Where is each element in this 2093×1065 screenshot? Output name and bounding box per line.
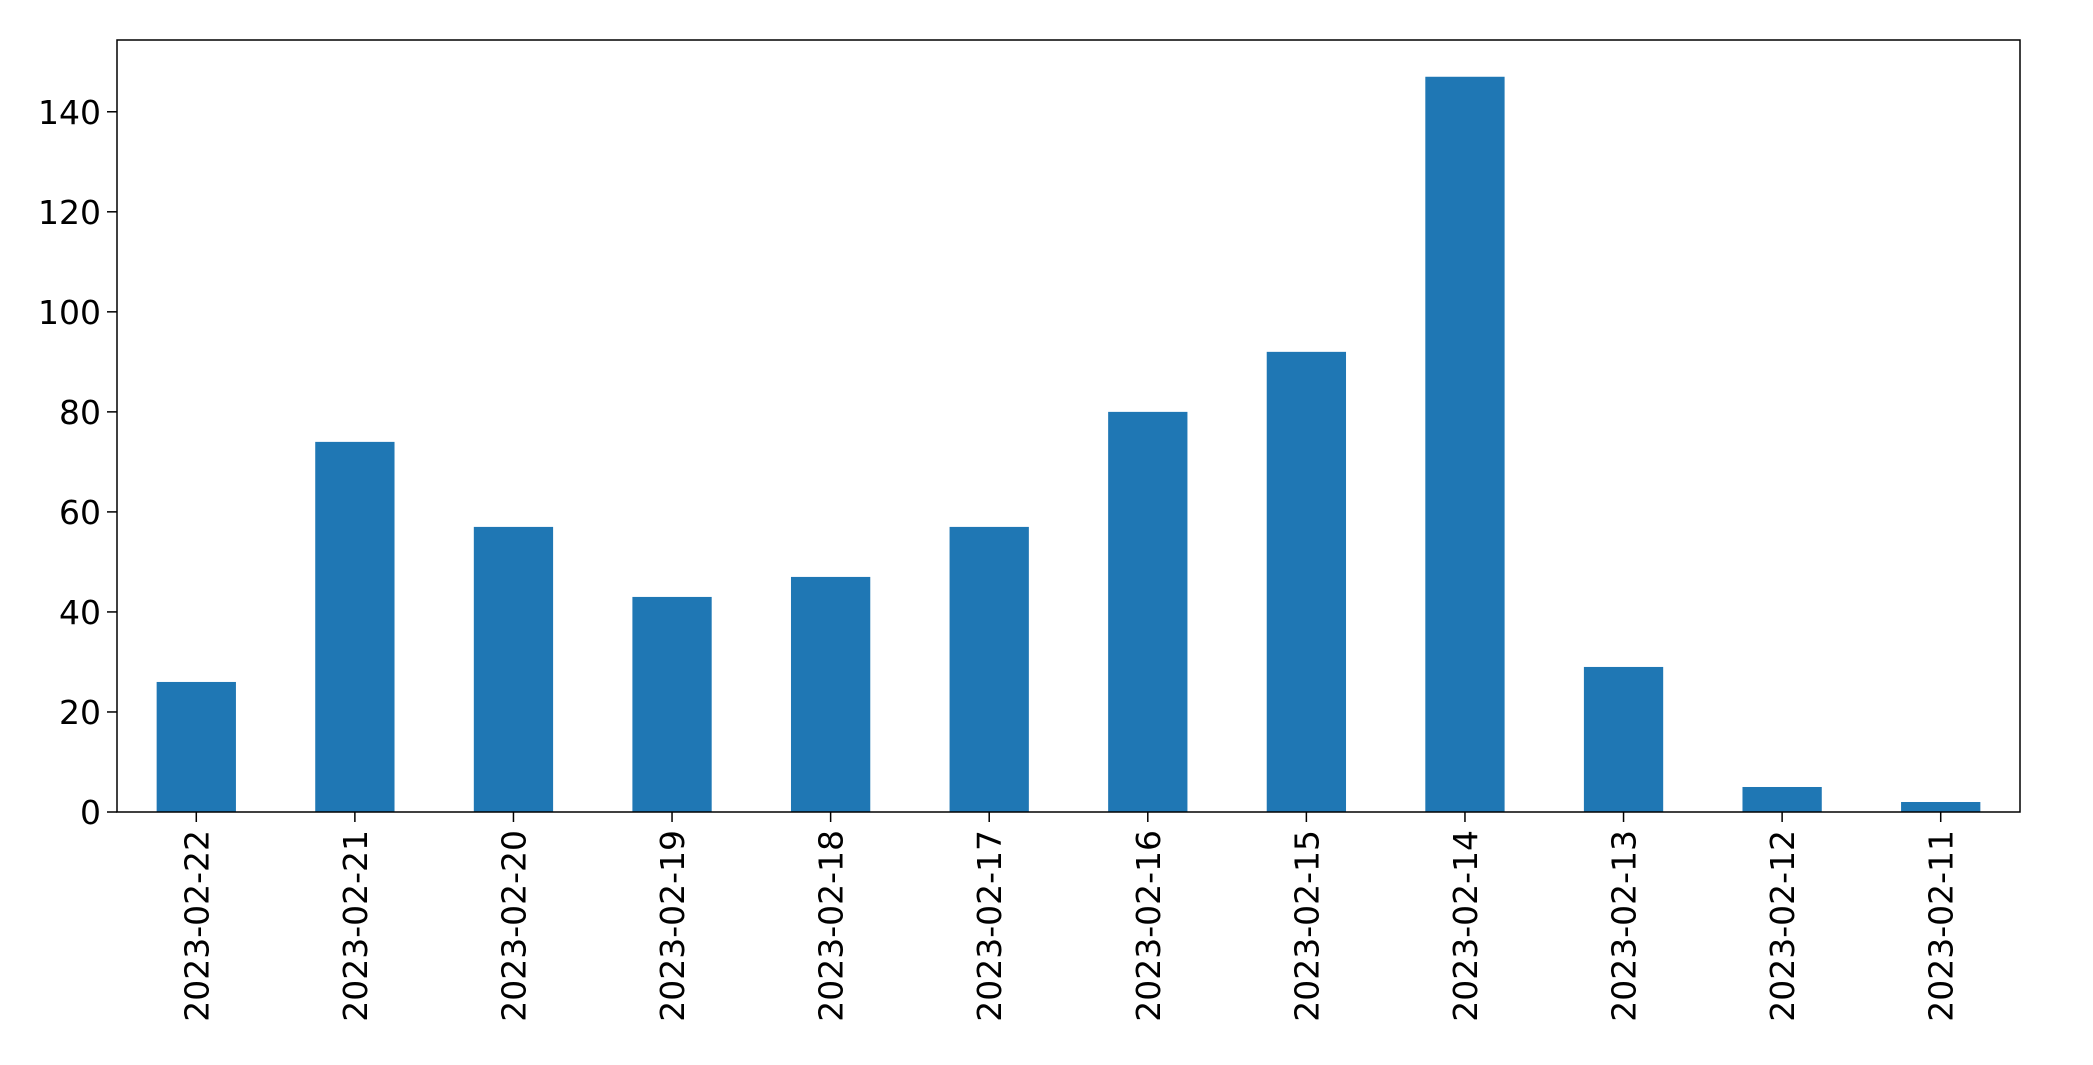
bar	[1583, 666, 1664, 812]
y-tick-label: 60	[59, 493, 101, 532]
bar	[1901, 801, 1981, 812]
x-tick-label: 2023-02-20	[494, 830, 533, 1022]
bar	[1425, 76, 1505, 812]
y-tick-label: 140	[38, 93, 101, 132]
bars-group	[156, 76, 1981, 812]
x-tick-label: 2023-02-15	[1287, 830, 1326, 1022]
x-tick-label: 2023-02-18	[812, 830, 851, 1022]
x-tick-label: 2023-02-21	[336, 830, 375, 1022]
plot-frame	[116, 39, 2021, 813]
x-tick-label: 2023-02-16	[1129, 830, 1168, 1022]
bar	[949, 526, 1029, 812]
y-tick-label: 20	[59, 693, 101, 732]
y-axis: 0 20 40 60 80 100 120 140	[38, 93, 117, 832]
x-tick-label: 2023-02-19	[653, 830, 692, 1022]
bar	[790, 576, 871, 812]
bar	[1742, 786, 1822, 812]
y-tick-label: 80	[59, 393, 101, 432]
bar	[156, 681, 236, 812]
bar	[315, 441, 395, 812]
x-tick-label: 2023-02-17	[970, 830, 1009, 1022]
bar	[1266, 351, 1347, 812]
y-tick-label: 0	[80, 793, 101, 832]
x-axis: 2023-02-22 2023-02-21 2023-02-20 2023-02-19…	[177, 812, 1961, 1022]
x-tick-label: 2023-02-22	[177, 830, 216, 1022]
x-tick-label: 2023-02-12	[1763, 830, 1802, 1022]
x-tick-label: 2023-02-11	[1922, 830, 1961, 1022]
x-tick-label: 2023-02-14	[1446, 830, 1485, 1022]
y-tick-label: 100	[38, 293, 101, 332]
x-tick-label: 2023-02-13	[1605, 830, 1644, 1022]
bar	[1108, 411, 1188, 812]
bar	[473, 526, 554, 812]
y-tick-label: 40	[59, 593, 101, 632]
y-tick-label: 120	[38, 193, 101, 232]
bar	[632, 596, 712, 812]
